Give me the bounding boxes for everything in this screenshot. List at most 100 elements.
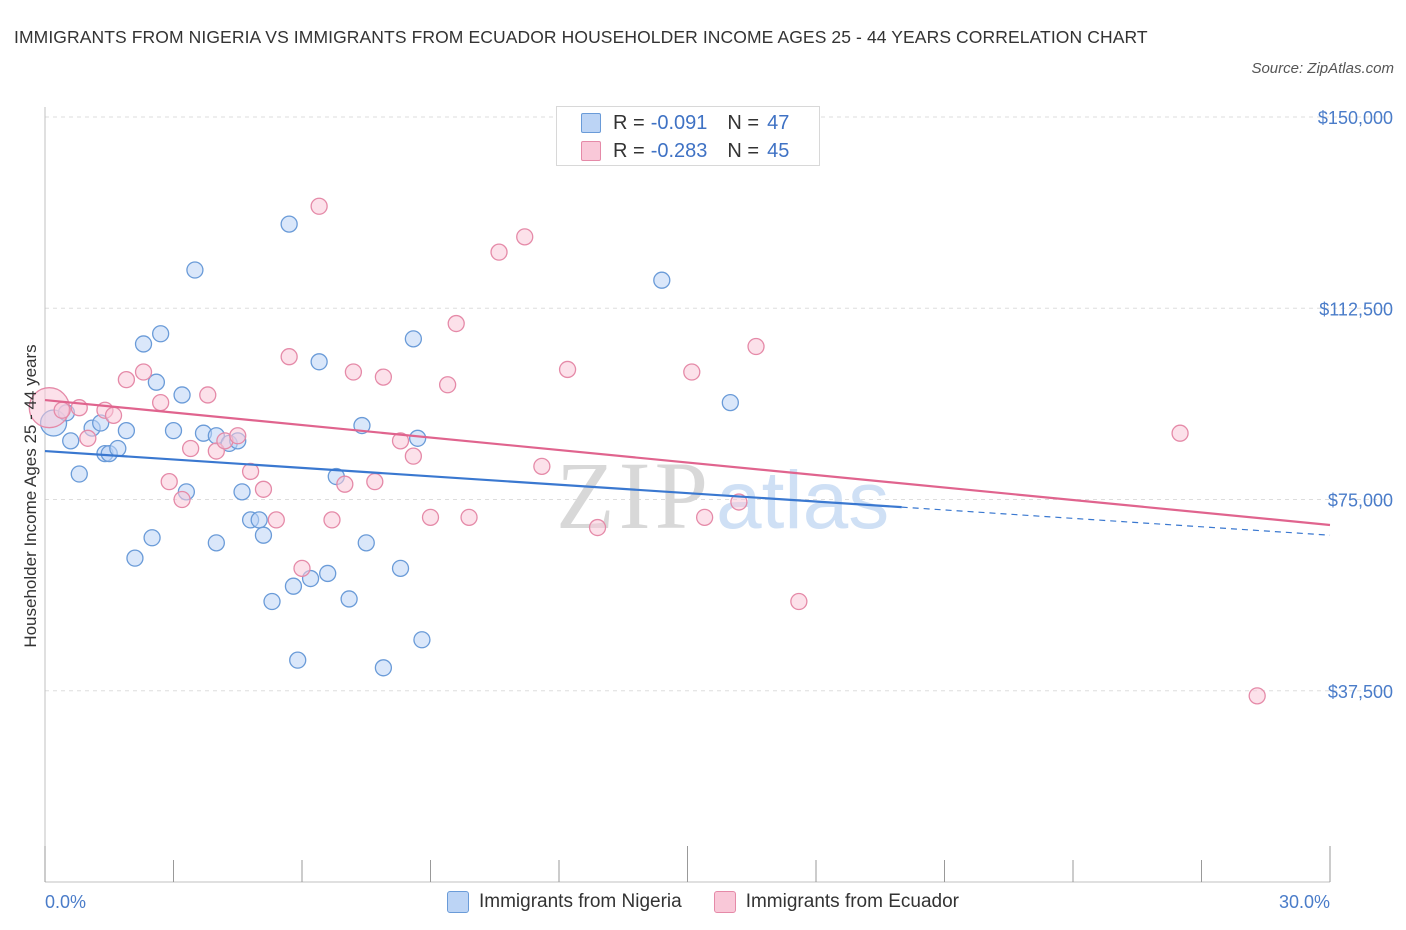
y-axis-label: Householder Income Ages 25 - 44 years [21,344,40,647]
nigeria-point [250,511,268,529]
r-value: -0.283 [650,139,708,162]
ecuador-point [199,386,217,404]
ecuador-point [293,559,311,577]
nigeria-point [319,564,337,583]
ecuador-point [447,314,465,333]
nigeria-point [151,325,170,343]
ecuador-point [173,490,191,509]
ecuador-point [104,406,123,425]
ecuador-point [588,518,607,537]
n-label: N = [727,111,760,134]
y-tick-label: $150,000 [1318,108,1393,128]
ecuador-point [747,337,765,356]
y-tick-label: $37,500 [1328,682,1393,702]
nigeria-legend-swatch [446,891,469,913]
ecuador-point [730,493,748,511]
nigeria-point [186,261,204,279]
nigeria-point [653,271,671,289]
nigeria-point [280,215,298,233]
legend-item-nigeria[interactable]: Immigrants from Nigeria [446,891,682,913]
ecuador-legend-swatch [713,891,736,913]
nigeria-point [147,373,166,391]
ecuador-point [404,447,423,465]
ecuador-point [310,197,328,215]
trend-lines [44,398,1331,536]
n-value: 47 [767,111,790,134]
ecuador-point [391,432,410,450]
nigeria-point [173,386,191,404]
nigeria-point [233,483,251,501]
ecuador-point [1248,687,1266,705]
nigeria-point [117,421,136,440]
legend-item-ecuador[interactable]: Immigrants from Ecuador [713,891,959,913]
nigeria-point [143,529,161,547]
ecuador-point [336,475,354,493]
ecuador-point [790,592,808,611]
series-legend: Immigrants from Nigeria Immigrants from … [0,889,1406,915]
x-tick-label: 30.0% [1279,892,1330,912]
ecuador-point [533,457,551,476]
data-points [28,197,1266,705]
nigeria-point [134,335,153,353]
stats-row-nigeria: R = -0.091 N = 47 [581,109,789,137]
nigeria-point [62,432,80,450]
ecuador-point [181,439,200,458]
ecuador-point [695,508,714,526]
ecuador-point [374,368,393,386]
legend-label-nigeria: Immigrants from Nigeria [478,891,682,912]
nigeria-point [340,590,358,608]
nigeria-point [391,559,410,577]
ecuador-point [160,472,178,491]
nigeria-point [70,465,88,483]
nigeria-point [207,534,225,552]
nigeria-point [284,577,303,595]
ecuador-point [323,511,341,529]
ecuador-point [117,370,136,389]
nigeria-point [164,421,183,440]
y-tick-label: $75,000 [1328,491,1393,511]
n-value: 45 [767,139,790,162]
ecuador-point [267,511,285,529]
ecuador-point [438,376,457,394]
nigeria-point [109,439,127,458]
legend-label-ecuador: Immigrants from Ecuador [745,891,959,912]
ecuador-point [516,228,534,246]
chart-title: IMMIGRANTS FROM NIGERIA VS IMMIGRANTS FR… [14,27,1148,47]
ecuador-point [79,429,97,447]
y-tick-label: $112,500 [1319,299,1393,319]
nigeria-point [721,393,739,412]
r-label: R = [613,139,645,162]
nigeria-point [289,651,307,669]
nigeria-point [374,659,393,677]
ecuador-point [366,472,384,491]
r-value: -0.091 [650,111,708,134]
x-tick-label: 0.0% [45,892,86,912]
ecuador-point [1171,424,1189,442]
nigeria-point [254,526,273,544]
nigeria-point [357,534,375,552]
ecuador-point [683,363,701,381]
ecuador-point [460,508,478,526]
nigeria-trend-line [44,449,902,509]
ecuador-point [254,480,273,498]
nigeria-point [413,631,431,649]
nigeria-swatch [581,113,601,133]
ecuador-swatch [581,141,601,161]
ecuador-point [558,360,577,379]
gridlines [45,116,1390,692]
nigeria-point [263,592,281,611]
nigeria-point [408,429,427,447]
ecuador-point [134,363,153,381]
watermark-zip: ZIP [556,442,712,549]
n-label: N = [727,139,760,162]
ecuador-point [344,363,363,381]
nigeria-point [310,353,328,371]
ecuador-point [280,348,298,366]
r-label: R = [613,111,645,134]
ecuador-point [229,427,247,445]
nigeria-point [126,549,144,567]
source-label: Source: ZipAtlas.com [1251,60,1394,77]
ecuador-trend-line [44,398,1331,527]
stats-row-ecuador: R = -0.283 N = 45 [581,137,789,165]
